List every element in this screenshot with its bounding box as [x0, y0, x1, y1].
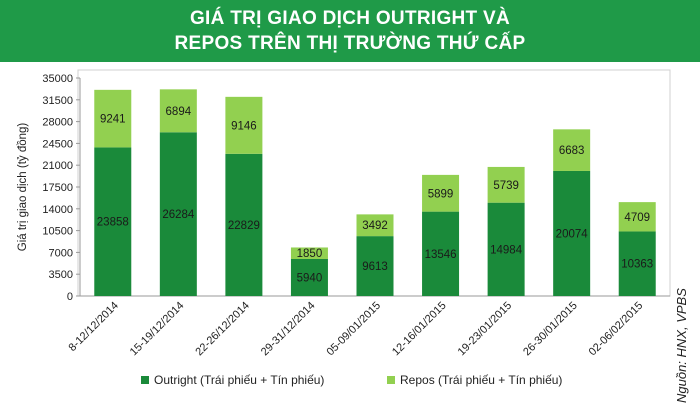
bar-outright [159, 132, 197, 296]
bar-outright [422, 211, 460, 296]
data-label-outright: 26284 [162, 209, 195, 221]
data-label-repos: 9241 [100, 114, 126, 126]
bar-outright [225, 153, 263, 296]
data-label-outright: 10363 [621, 259, 653, 271]
bar-repos [422, 174, 460, 212]
bar-outright [487, 202, 525, 296]
data-label-repos: 1850 [297, 248, 323, 260]
data-label-outright: 13546 [425, 249, 457, 261]
data-label-outright: 9613 [362, 261, 388, 273]
y-tick-label: 14000 [42, 204, 73, 216]
data-label-repos: 5739 [493, 180, 519, 192]
x-tick-label: 8-12/12/2014 [67, 300, 121, 354]
data-label-repos: 9146 [231, 120, 257, 132]
data-label-repos: 3492 [362, 220, 388, 232]
bar-repos [290, 247, 328, 260]
y-tick-label: 3500 [49, 269, 73, 281]
legend-swatch-outright [141, 376, 149, 384]
bar-repos [225, 96, 263, 154]
x-tick-label: 26-30/01/2015 [521, 300, 580, 359]
data-label-repos: 6683 [559, 145, 585, 157]
bar-outright [553, 170, 591, 296]
x-tick-label: 19-23/01/2015 [456, 300, 515, 359]
bar-outright [618, 231, 656, 296]
legend-label-outright: Outright (Trái phiếu + Tín phiếu) [154, 373, 324, 387]
y-tick-label: 28000 [42, 117, 73, 129]
y-tick-label: 24500 [42, 138, 73, 150]
data-label-outright: 5940 [297, 273, 323, 285]
bar-repos [553, 129, 591, 171]
y-tick-label: 31500 [42, 95, 73, 107]
x-tick-label: 29-31/12/2014 [259, 300, 318, 359]
legend-label-repos: Repos (Trái phiếu + Tín phiếu) [400, 373, 562, 387]
data-label-outright: 14984 [490, 244, 523, 256]
source-note: Nguồn: HNX, VPBS [674, 288, 692, 403]
bar-outright [356, 236, 394, 296]
x-tick-label: 12-16/01/2015 [390, 300, 449, 359]
y-tick-label: 7000 [49, 247, 73, 259]
bar-repos [356, 214, 394, 237]
x-tick-label: 02-06/02/2015 [587, 300, 646, 359]
bar-repos [94, 89, 132, 148]
y-tick-label: 0 [67, 291, 73, 303]
legend-swatch-repos [387, 376, 395, 384]
data-label-repos: 6894 [166, 106, 192, 118]
source-text: Nguồn: HNX, VPBS [674, 288, 689, 403]
data-label-outright: 20074 [556, 228, 589, 240]
bar-outright [290, 259, 328, 296]
x-tick-label: 05-09/01/2015 [324, 300, 383, 359]
data-label-repos: 5899 [428, 188, 454, 200]
chart-title-line-1: GIÁ TRỊ GIAO DỊCH OUTRIGHT VÀ [189, 8, 511, 29]
x-tick-label: 15-19/12/2014 [128, 300, 187, 359]
bar-outright [94, 147, 132, 296]
chart-title-line-2: REPOS TRÊN THỊ TRƯỜNG THỨ CẤP [174, 33, 526, 54]
bar-repos [159, 89, 197, 133]
data-label-outright: 23858 [97, 217, 129, 229]
y-tick-label: 35000 [42, 73, 73, 85]
y-axis-label: Giá trị giao dịch (tỷ đồng) [17, 123, 29, 252]
bar-repos [618, 202, 656, 232]
x-tick-label: 22-26/12/2014 [193, 300, 252, 359]
data-label-outright: 22829 [228, 220, 260, 232]
bar-repos [487, 166, 525, 203]
data-label-repos: 4709 [624, 212, 650, 224]
title-banner: GIÁ TRỊ GIAO DỊCH OUTRIGHT VÀ REPOS TRÊN… [0, 0, 700, 62]
y-tick-label: 10500 [42, 226, 73, 238]
y-tick-label: 17500 [42, 182, 73, 194]
y-tick-label: 21000 [42, 160, 73, 172]
